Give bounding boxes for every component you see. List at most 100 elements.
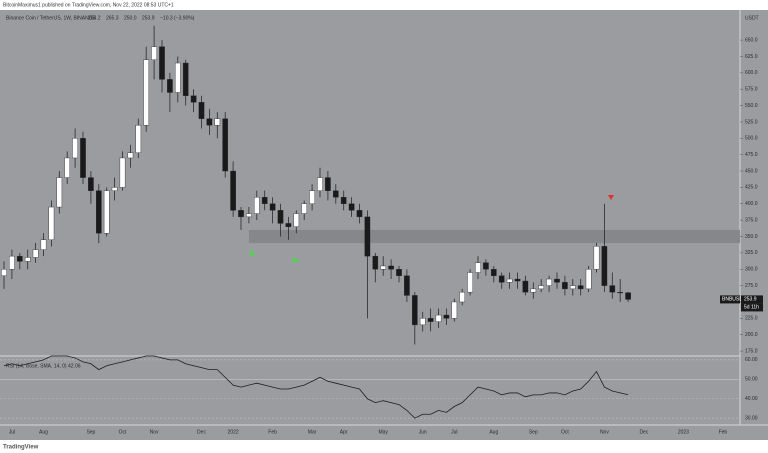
candle-body	[325, 177, 331, 191]
y-tick-label: 350.0	[745, 234, 758, 240]
candle-body	[88, 177, 94, 191]
candle-body	[538, 285, 544, 290]
x-tick-label: Sep	[86, 429, 95, 435]
candle-body	[24, 257, 31, 262]
x-tick-label: Oct	[561, 429, 569, 435]
change: −10.3 (−3.90%)	[160, 15, 195, 21]
x-tick-label: Nov	[600, 429, 609, 435]
candle-body	[546, 278, 552, 286]
y-tick-label: 325.0	[745, 250, 758, 256]
y-tick-label: 60.00	[745, 357, 758, 363]
candle-body	[135, 125, 142, 153]
candle-body	[609, 285, 616, 293]
candle-body	[309, 190, 315, 204]
x-tick-label: Oct	[119, 429, 127, 435]
candle-body	[285, 223, 292, 227]
candle-body	[301, 203, 308, 214]
candle-body	[388, 265, 394, 270]
y-tick-label: 550.0	[745, 103, 758, 109]
x-tick-label: Feb	[268, 429, 277, 435]
candle-body	[427, 318, 434, 322]
candle-body	[577, 285, 584, 290]
candle-body	[182, 62, 189, 96]
candle-body	[111, 187, 118, 191]
candle-body	[238, 210, 244, 218]
x-tick-label: Nov	[150, 429, 159, 435]
candle-body	[293, 213, 300, 227]
candle-body	[159, 46, 165, 80]
candle-body	[585, 269, 592, 290]
rsi-line	[3, 355, 629, 419]
y-tick-label: 40.00	[745, 396, 758, 402]
y-tick-label: 525.0	[745, 119, 758, 125]
candle-body	[483, 262, 489, 270]
candle-body	[562, 282, 568, 290]
y-tick-label: 600.0	[745, 70, 758, 76]
x-tick-label: Jul	[9, 429, 15, 435]
candle-body	[56, 177, 63, 208]
candle-body	[570, 285, 576, 290]
candle-body	[277, 210, 284, 224]
candle-body	[32, 249, 39, 258]
candle-body	[246, 213, 252, 218]
candle-body	[269, 203, 276, 211]
y-tick-label: 175.0	[745, 348, 758, 354]
candle-body	[372, 255, 379, 270]
candle-body	[506, 278, 513, 283]
candle-body	[601, 246, 608, 286]
candle-body	[261, 197, 268, 204]
price-label: 253.9	[744, 297, 757, 303]
candle-body	[467, 272, 473, 293]
candle-body	[396, 269, 402, 276]
rsi-last: 42.06	[68, 363, 81, 369]
candle-body	[412, 295, 418, 326]
candle-body	[80, 138, 86, 178]
price-tag	[741, 295, 763, 304]
candle-body	[9, 255, 15, 270]
symbol: Binance Coin / TetherUS, 1W, BINANCE	[6, 15, 96, 21]
x-tick-label: Mar	[308, 429, 317, 435]
candle-body	[317, 177, 323, 191]
sell-arrow	[608, 195, 614, 200]
candle-body	[95, 190, 102, 234]
countdown-tag	[741, 303, 763, 312]
candle-body	[522, 280, 529, 293]
candle-body	[498, 275, 505, 283]
candle-body	[72, 138, 78, 159]
candle-body	[222, 118, 229, 172]
y-tick-label: 375.0	[745, 217, 758, 223]
candle-body	[64, 157, 70, 178]
ticker-tag	[720, 295, 740, 304]
x-tick-label: Dec	[197, 429, 206, 435]
close: 253.9	[142, 15, 155, 21]
candle-body	[435, 314, 442, 322]
high: 265.3	[106, 15, 119, 21]
candle-body	[364, 216, 371, 257]
y-tick-label: 650.0	[745, 37, 758, 43]
open: 264.2	[88, 15, 101, 21]
candle-body	[340, 197, 347, 204]
x-tick-label: Sep	[529, 429, 538, 435]
candle-body	[253, 197, 260, 214]
candle-body	[198, 102, 205, 119]
buy-arrow	[249, 250, 255, 255]
y-tick-label: 625.0	[745, 54, 758, 60]
candle-body	[491, 269, 497, 276]
candle-body	[167, 79, 173, 93]
x-tick-label: Feb	[719, 429, 728, 435]
y-tick-label: 50.00	[745, 377, 758, 383]
x-tick-label: May	[378, 429, 388, 435]
y-tick-label: 200.0	[745, 332, 758, 338]
candle-body	[475, 262, 481, 273]
y-tick-label: 575.0	[745, 87, 758, 93]
candle-body	[514, 278, 521, 282]
candle-body	[206, 118, 213, 126]
x-tick-label: Aug	[39, 429, 48, 435]
candle-body	[103, 190, 110, 234]
y-tick-label: 225.0	[745, 316, 758, 322]
candle-body	[333, 190, 339, 198]
y-tick-label: 450.0	[745, 168, 758, 174]
x-tick-label: Apr	[340, 429, 348, 435]
candle-body	[530, 288, 537, 293]
